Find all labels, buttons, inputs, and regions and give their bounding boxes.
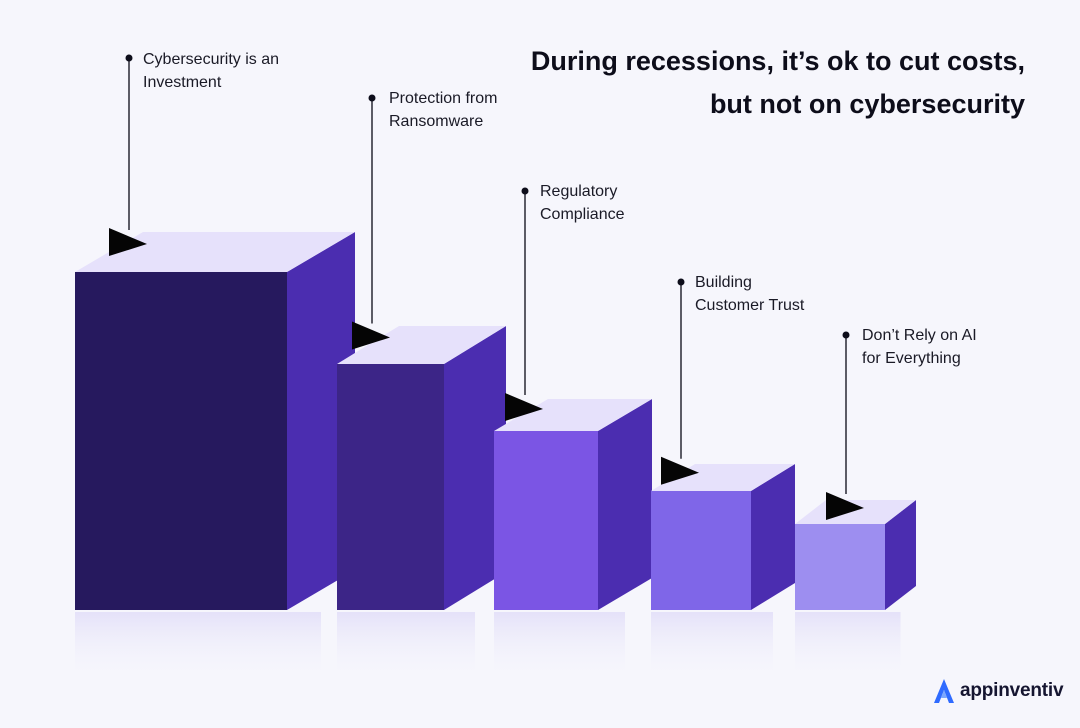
step-top-face — [337, 326, 506, 364]
step-side-face — [598, 399, 652, 610]
step-label: Protection from Ransomware — [389, 90, 498, 130]
step-label: Cybersecurity is an Investment — [143, 51, 280, 91]
step-flag-icon — [826, 492, 864, 520]
step-front-face — [795, 524, 885, 610]
diagram-title: During recessions, it’s ok to cut costs,… — [530, 46, 1025, 119]
step-front-face — [75, 272, 287, 610]
step-leader-dot — [125, 54, 133, 62]
brand-logo: appinventiv — [932, 676, 1064, 706]
step-flag-icon — [109, 228, 147, 256]
step-label: Regulatory Compliance — [540, 183, 625, 223]
step-label: Don’t Rely on AI for Everything — [862, 327, 977, 367]
step-leader-dot — [842, 331, 850, 339]
step-side-face — [444, 326, 506, 610]
step-front-face — [494, 431, 598, 610]
step-leader-dot — [677, 278, 685, 286]
step-leader-dot — [368, 94, 376, 102]
step-reflection — [795, 612, 901, 682]
step-side-face — [751, 464, 795, 610]
step-top-face — [795, 500, 916, 524]
step-flag-icon — [352, 321, 390, 350]
step-flag-icon — [505, 393, 543, 421]
step-reflection — [75, 612, 321, 682]
step-side-face — [885, 500, 916, 610]
step-reflection — [651, 612, 773, 682]
step-reflection — [494, 612, 625, 682]
step-reflection — [337, 612, 475, 682]
step-leader-dot — [521, 187, 529, 195]
step-flag-icon — [661, 456, 699, 485]
logo-text: appinventiv — [960, 680, 1064, 701]
step-top-face — [75, 232, 355, 272]
step-front-face — [651, 491, 751, 610]
appinventiv-logo-icon — [934, 679, 954, 703]
step-front-face — [337, 364, 444, 610]
step-label: Building Customer Trust — [695, 274, 805, 314]
step-top-face — [494, 399, 652, 431]
